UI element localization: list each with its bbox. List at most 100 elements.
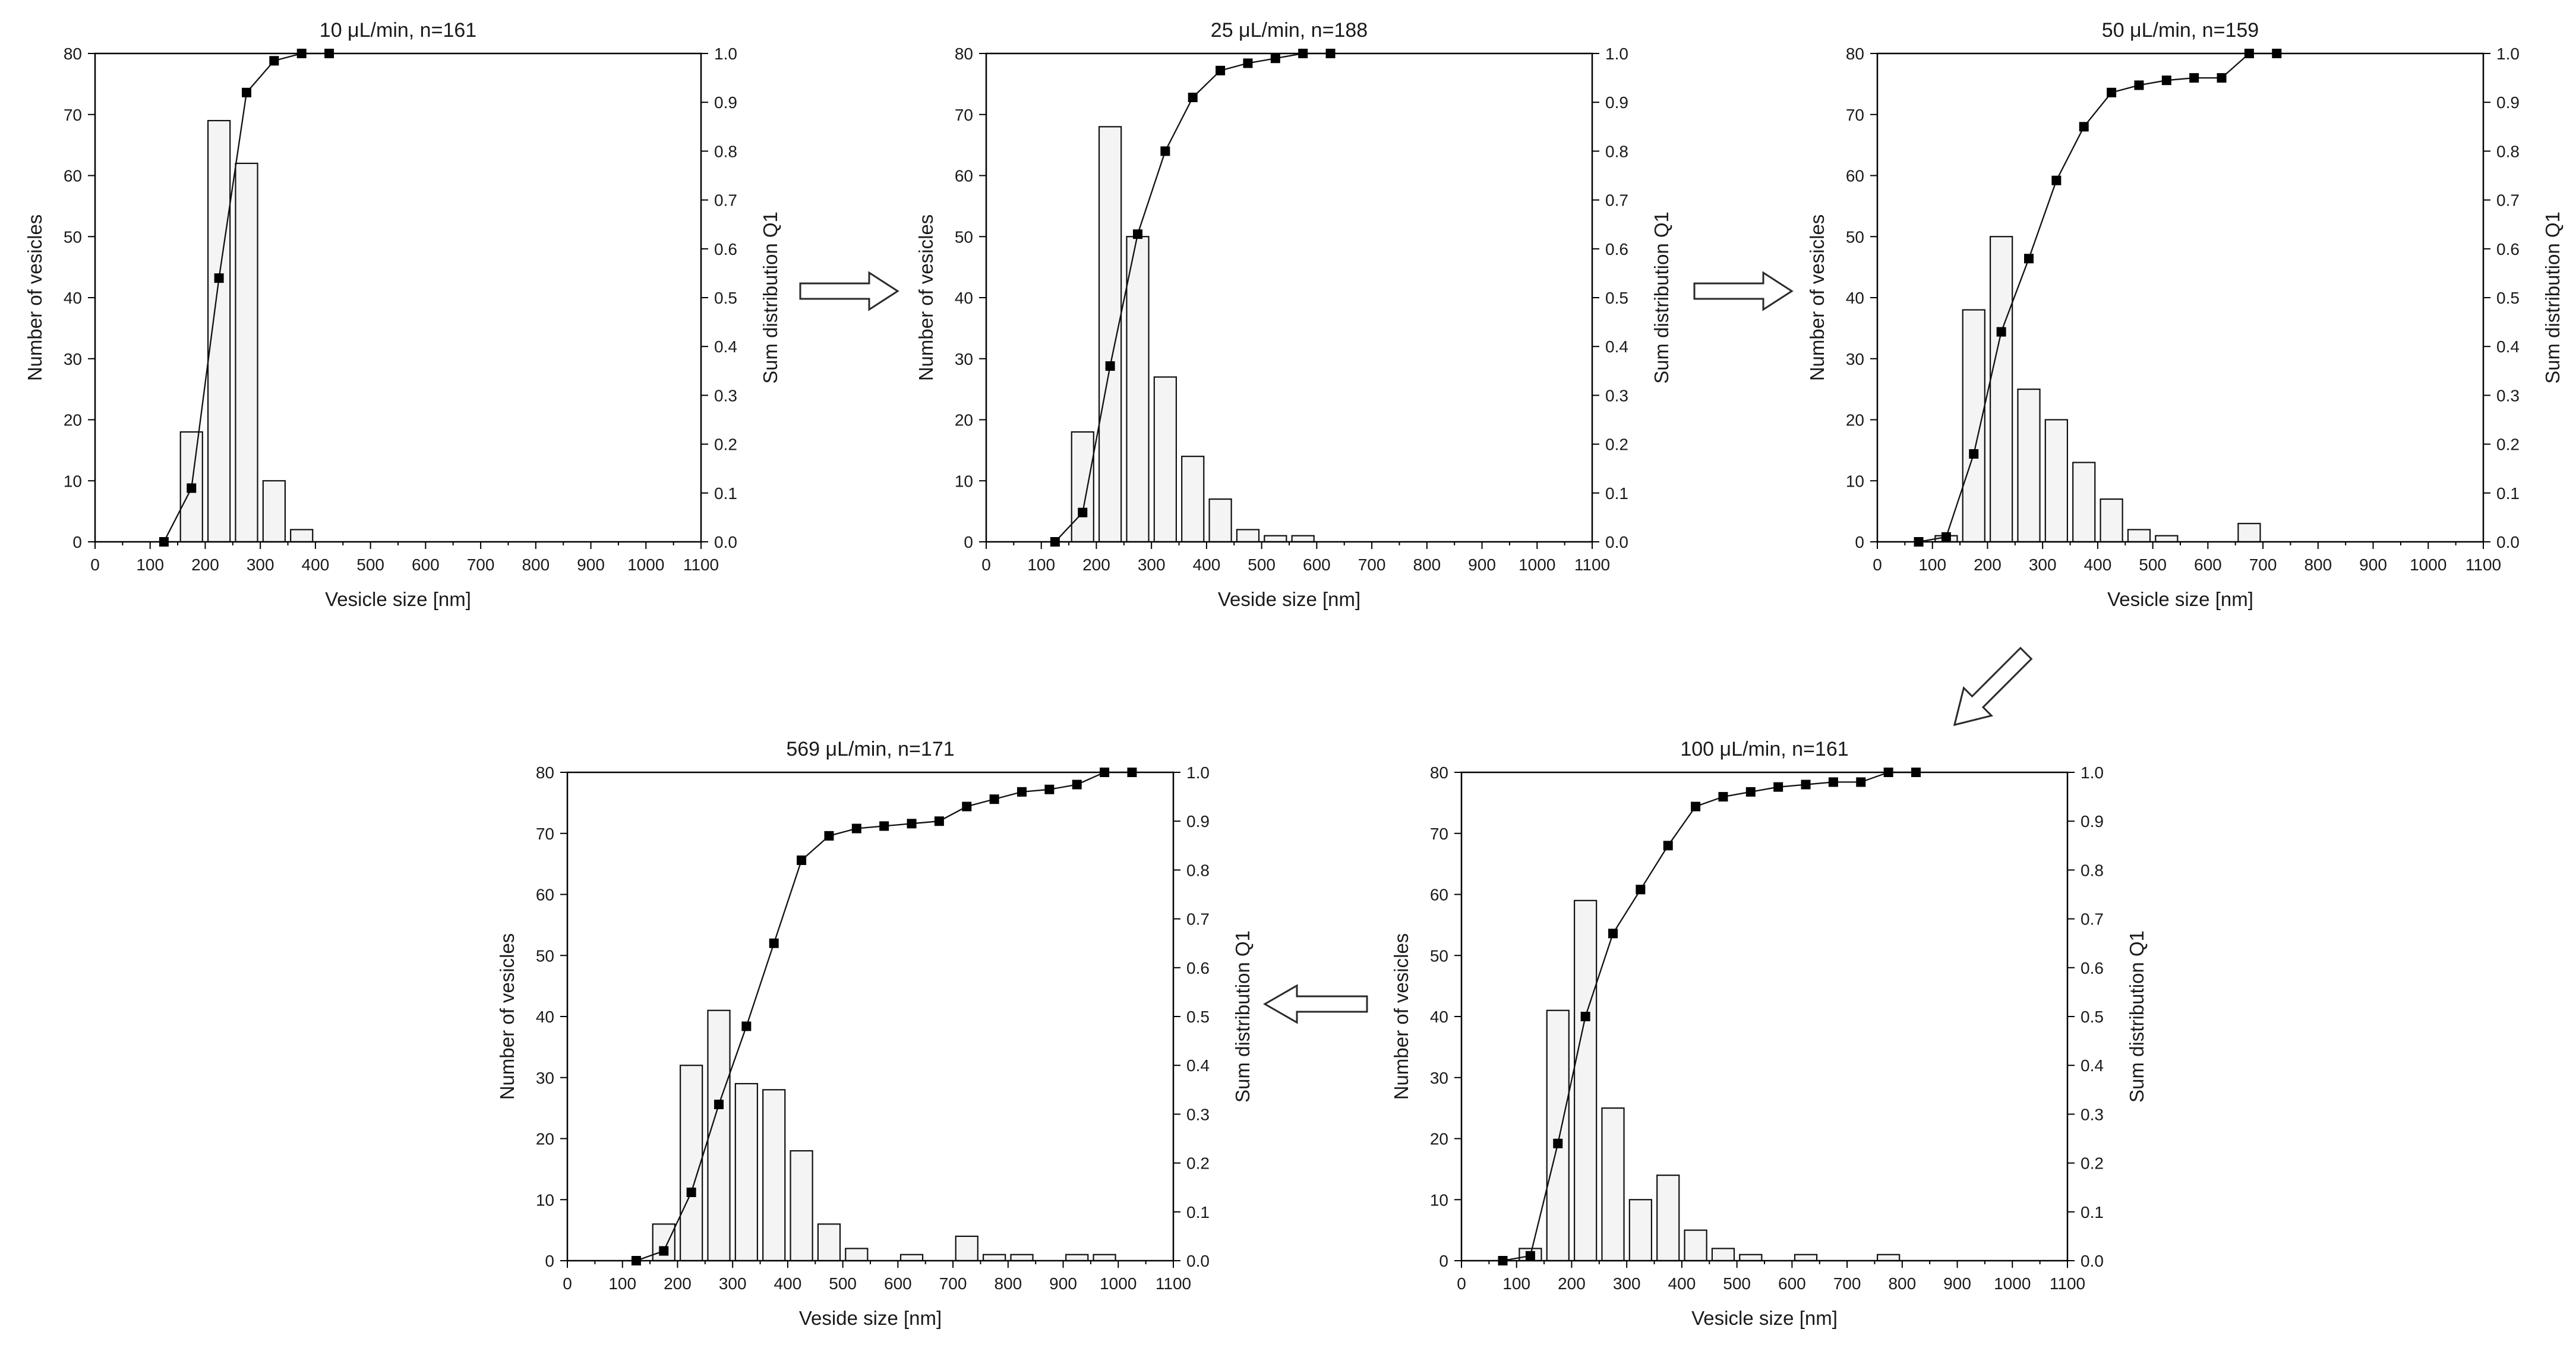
x-tick-label: 1000 [1100, 1274, 1137, 1293]
x-axis-label: Vesicle size [nm] [2107, 588, 2253, 610]
y-tick-label: 40 [536, 1008, 554, 1026]
x-tick-label: 500 [829, 1274, 857, 1293]
cumulative-point [1691, 801, 1701, 812]
y2-tick-label: 0.0 [1605, 533, 1628, 551]
histogram-bar [1208, 498, 1232, 543]
x-tick-label: 100 [608, 1274, 636, 1293]
y2-tick-label: 0.6 [1605, 240, 1628, 258]
x-tick-label: 1000 [1994, 1274, 2031, 1293]
x-axis-label: Veside size [nm] [799, 1307, 942, 1329]
y2-tick-label: 0.1 [2496, 484, 2520, 503]
cumulative-point [1801, 779, 1811, 790]
x-axis-label: Veside size [nm] [1218, 588, 1360, 610]
y-tick-label: 40 [955, 289, 973, 307]
y-tick-label: 60 [1846, 167, 1864, 185]
cumulative-point [1243, 58, 1253, 68]
y2-tick-label: 0.2 [1605, 435, 1628, 454]
y-tick-label: 70 [64, 106, 82, 124]
y2-tick-label: 0.9 [1186, 812, 1210, 831]
x-tick-label: 800 [994, 1274, 1022, 1293]
histogram-bar [1601, 1107, 1625, 1262]
cumulative-point [1996, 327, 2006, 337]
x-tick-label: 0 [1457, 1274, 1466, 1293]
x-tick-label: 1100 [1156, 1274, 1191, 1293]
flow-arrow-left [1262, 984, 1368, 1024]
histogram-bar [762, 1089, 786, 1262]
chart-title: 100 μL/min, n=161 [1680, 738, 1848, 760]
histogram-bar [1098, 126, 1122, 543]
x-tick-label: 900 [1049, 1274, 1077, 1293]
cumulative-point [1044, 784, 1055, 794]
x-tick-label: 200 [191, 555, 219, 574]
y2-tick-label: 0.1 [714, 484, 737, 503]
y2-tick-label: 1.0 [2081, 763, 2104, 782]
y2-tick-label: 0.4 [1605, 337, 1628, 356]
y2-tick-label: 0.2 [714, 435, 737, 454]
y2-tick-label: 0.9 [2081, 812, 2104, 831]
cumulative-point [1188, 92, 1198, 102]
y2-tick-label: 0.8 [1605, 142, 1628, 160]
x-tick-label: 700 [939, 1274, 967, 1293]
cumulative-point [1718, 792, 1728, 802]
x-tick-label: 800 [522, 555, 550, 574]
cumulative-point [1072, 779, 1082, 790]
chart-title: 50 μL/min, n=159 [2102, 19, 2259, 42]
histogram-bar [1181, 456, 1205, 543]
y-tick-label: 80 [1846, 45, 1864, 63]
flow-arrow-right-1 [799, 271, 899, 311]
y-tick-label: 10 [955, 472, 973, 490]
histogram-bar [1264, 535, 1287, 543]
y-tick-label: 30 [1430, 1069, 1448, 1087]
histogram-bar [982, 1254, 1006, 1262]
x-tick-label: 500 [1248, 555, 1276, 574]
histogram-bar [235, 162, 258, 543]
chart-title: 569 μL/min, n=171 [786, 738, 954, 760]
y2-tick-label: 0.3 [2081, 1105, 2104, 1123]
cumulative-point [1745, 787, 1756, 797]
x-tick-label: 400 [302, 555, 330, 574]
cumulative-point [2107, 87, 2117, 97]
x-tick-label: 200 [1974, 555, 2002, 574]
cumulative-point [907, 819, 917, 829]
cumulative-point [1663, 841, 1673, 851]
x-tick-label: 700 [1833, 1274, 1861, 1293]
histogram-bar [1711, 1248, 1735, 1262]
y2-axis-label: Sum distribution Q1 [1650, 212, 1672, 384]
histogram-bar [1739, 1254, 1763, 1262]
x-tick-label: 0 [1873, 555, 1882, 574]
cumulative-point [1636, 885, 1646, 895]
y2-tick-label: 0.1 [1186, 1203, 1210, 1221]
x-tick-label: 700 [467, 555, 495, 574]
x-tick-label: 200 [664, 1274, 692, 1293]
y2-tick-label: 0.7 [2081, 910, 2104, 929]
y2-tick-label: 0.5 [1186, 1008, 1210, 1026]
y2-tick-label: 0.8 [1186, 861, 1210, 879]
x-tick-label: 600 [412, 555, 440, 574]
x-tick-label: 700 [1358, 555, 1386, 574]
cumulative-point [1525, 1251, 1535, 1261]
y2-tick-label: 0.0 [1186, 1252, 1210, 1270]
x-tick-label: 100 [136, 555, 164, 574]
plot-frame [566, 771, 1175, 1262]
y2-tick-label: 0.4 [714, 337, 737, 356]
y2-tick-label: 0.6 [1186, 959, 1210, 977]
y2-tick-label: 1.0 [1605, 45, 1628, 63]
y-tick-label: 30 [536, 1069, 554, 1087]
cumulative-point [962, 801, 972, 812]
y-tick-label: 10 [1430, 1191, 1448, 1209]
y-tick-label: 70 [1846, 106, 1864, 124]
y-tick-label: 80 [64, 45, 82, 63]
histogram-bar [734, 1082, 759, 1262]
y-axis-label: Number of vesicles [1806, 214, 1828, 381]
histogram-bar [2100, 498, 2123, 543]
y-tick-label: 0 [964, 533, 973, 551]
y2-tick-label: 0.5 [2081, 1008, 2104, 1026]
y2-tick-label: 0.1 [1605, 484, 1628, 503]
histogram-bar [2072, 462, 2096, 543]
histogram-bar [1071, 431, 1094, 543]
y2-tick-label: 0.0 [714, 533, 737, 551]
y-tick-label: 0 [545, 1252, 554, 1270]
cumulative-point [242, 87, 251, 97]
